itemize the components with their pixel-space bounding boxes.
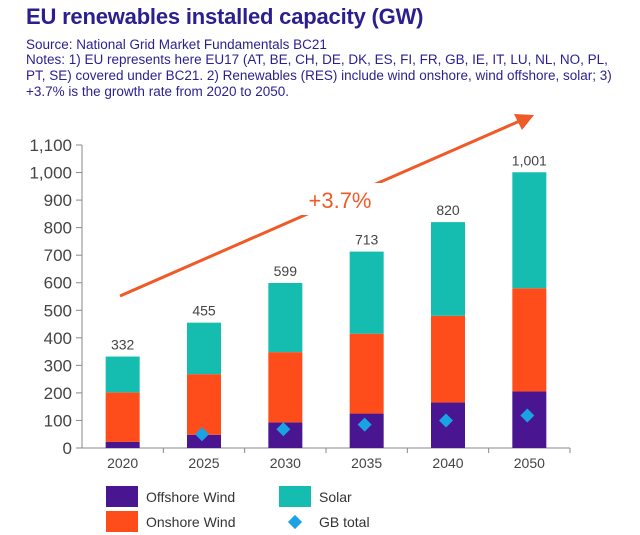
growth-arrow-head [514, 114, 534, 130]
y-tick-label: 800 [44, 219, 72, 238]
bar-offshore-wind [349, 413, 384, 448]
bar-solar [187, 322, 221, 375]
bar-solar [431, 222, 465, 316]
y-tick-label: 700 [44, 246, 72, 265]
growth-rate-label: +3.7% [309, 188, 372, 213]
gb-total-marker [195, 427, 209, 442]
diamond-icon [287, 514, 303, 529]
legend-swatch-solar [279, 486, 311, 507]
bar-solar [512, 172, 547, 289]
x-tick-label: 2030 [270, 455, 301, 471]
bar-total-label: 713 [355, 232, 379, 248]
x-tick-label: 2020 [107, 455, 138, 471]
bar-total-label: 599 [274, 263, 298, 279]
legend-item-offshore-wind: Offshore Wind [106, 486, 235, 507]
legend-label-solar: Solar [319, 488, 352, 505]
legend-label-gb-total: GB total [319, 513, 370, 530]
y-tick-label: 1,100 [29, 136, 72, 155]
y-tick-label: 600 [44, 274, 72, 293]
gb-total-marker [357, 417, 372, 432]
legend-swatch-gb-total [279, 511, 311, 532]
gb-total-marker [276, 422, 291, 437]
bar-onshore-wind [187, 374, 221, 435]
growth-label-background [298, 183, 382, 215]
y-tick-label: 500 [44, 301, 72, 320]
bar-solar [268, 283, 303, 353]
legend-label-onshore-wind: Onshore Wind [146, 513, 236, 530]
bar-total-label: 455 [192, 303, 216, 319]
x-tick-label: 2025 [188, 455, 219, 471]
chart-source: Source: National Grid Market Fundamental… [26, 37, 327, 52]
x-tick-label: 2035 [351, 455, 382, 471]
y-tick-label: 300 [44, 356, 72, 375]
y-tick-label: 100 [44, 411, 72, 430]
x-tick-label: 2040 [432, 455, 463, 471]
bar-offshore-wind [187, 434, 221, 448]
chart-title: EU renewables installed capacity (GW) [26, 4, 424, 29]
bar-onshore-wind [431, 315, 465, 403]
y-tick-label: 0 [63, 439, 72, 458]
bar-offshore-wind [105, 441, 140, 448]
y-tick-label: 400 [44, 329, 72, 348]
legend-swatch-offshore-wind [106, 486, 138, 507]
legend-swatch-onshore-wind [106, 511, 138, 532]
y-tick-label: 1,000 [29, 164, 72, 183]
gb-total-marker [439, 413, 453, 428]
chart-notes: Notes: 1) EU represents here EU17 (AT, B… [26, 52, 612, 99]
legend-item-onshore-wind: Onshore Wind [106, 511, 235, 532]
y-tick-label: 900 [44, 191, 72, 210]
gb-total-marker [520, 408, 535, 423]
x-tick-label: 2050 [514, 455, 545, 471]
bar-solar [349, 251, 384, 334]
bar-solar [105, 356, 140, 393]
legend-item-gb-total: GB total [279, 511, 370, 532]
bar-onshore-wind [105, 392, 140, 442]
legend-label-offshore-wind: Offshore Wind [146, 488, 236, 505]
bar-onshore-wind [349, 333, 384, 414]
bar-total-label: 1,001 [512, 152, 547, 168]
bar-total-label: 820 [436, 202, 460, 218]
bar-total-label: 332 [111, 337, 135, 353]
legend-item-solar: Solar [279, 486, 352, 507]
bar-onshore-wind [512, 288, 547, 392]
bar-onshore-wind [268, 352, 303, 423]
y-tick-label: 200 [44, 384, 72, 403]
